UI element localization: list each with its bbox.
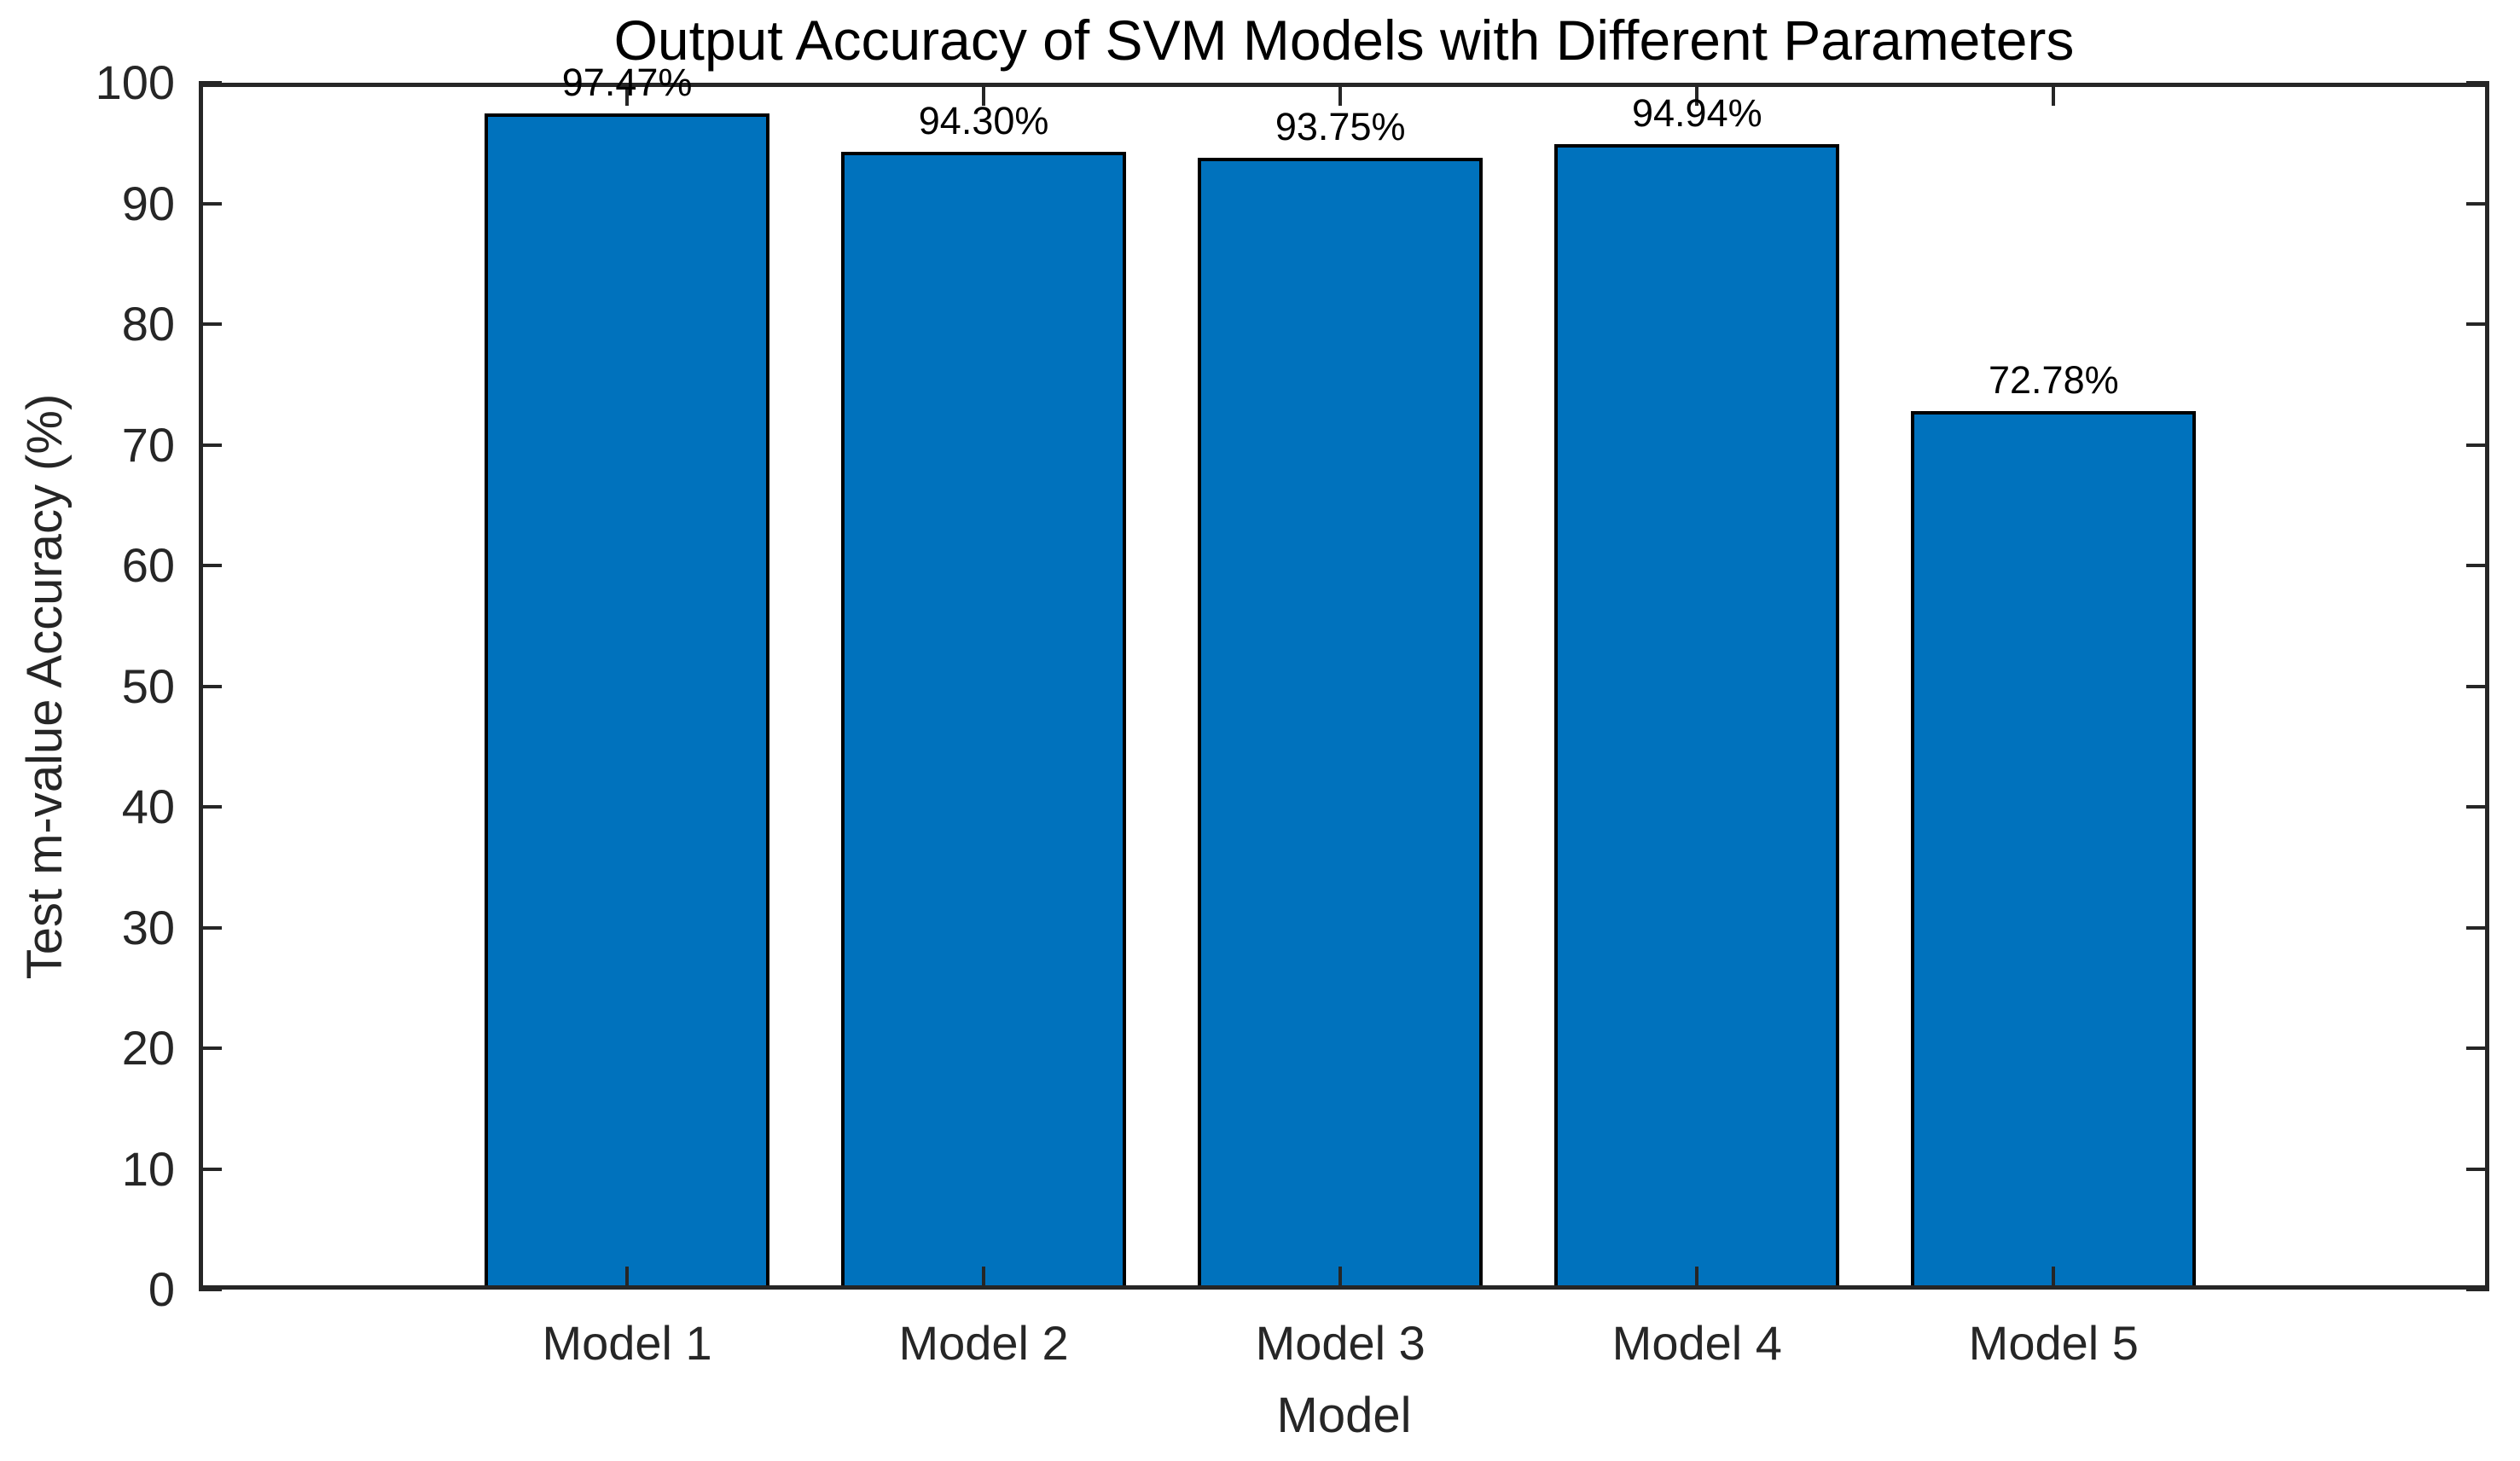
x-tick-top — [2052, 83, 2056, 106]
y-tick-label-20: 20 — [121, 1021, 175, 1075]
y-tick-right — [2466, 684, 2489, 688]
x-tick-bottom — [1695, 1267, 1699, 1290]
y-tick-label-60: 60 — [121, 538, 175, 592]
x-tick-top — [982, 83, 986, 106]
y-tick-right — [2466, 443, 2489, 447]
y-tick-label-10: 10 — [121, 1141, 175, 1196]
y-tick-left — [199, 1167, 222, 1171]
x-tick-bottom — [1338, 1267, 1343, 1290]
x-tick-top — [1338, 83, 1343, 106]
y-tick-left — [199, 443, 222, 447]
x-tick-label-model-5: Model 5 — [1968, 1316, 2139, 1370]
y-tick-left — [199, 925, 222, 930]
x-tick-label-model-1: Model 1 — [542, 1316, 712, 1370]
bar-value-label-model-2: 94.30% — [918, 98, 1049, 142]
y-tick-label-0: 0 — [148, 1262, 175, 1316]
y-tick-right — [2466, 925, 2489, 930]
bar-model-4 — [1554, 143, 1840, 1290]
y-tick-label-80: 80 — [121, 297, 175, 351]
bar-value-label-model-5: 72.78% — [1988, 358, 2119, 403]
chart-title: Output Accuracy of SVM Models with Diffe… — [613, 9, 2075, 72]
y-tick-right — [2466, 322, 2489, 326]
x-tick-top — [625, 83, 630, 106]
bar-value-label-model-1: 97.47% — [561, 60, 693, 104]
y-tick-left — [199, 684, 222, 688]
y-tick-right — [2466, 1046, 2489, 1050]
y-tick-right — [2466, 201, 2489, 206]
y-tick-label-30: 30 — [121, 900, 175, 954]
y-tick-right — [2466, 564, 2489, 567]
y-tick-left — [199, 564, 222, 567]
y-tick-left — [199, 201, 222, 206]
y-tick-right — [2466, 1288, 2489, 1291]
bar-model-3 — [1198, 158, 1484, 1290]
y-tick-left — [199, 81, 222, 84]
x-tick-label-model-4: Model 4 — [1611, 1316, 1782, 1370]
y-tick-label-90: 90 — [121, 176, 175, 230]
x-tick-top — [1695, 83, 1699, 106]
bar-model-2 — [841, 151, 1127, 1290]
y-tick-label-40: 40 — [121, 780, 175, 833]
bar-model-1 — [485, 113, 770, 1290]
x-axis-label: Model — [1276, 1388, 1412, 1443]
bar-model-5 — [1911, 411, 2197, 1290]
y-tick-right — [2466, 1167, 2489, 1171]
bar-value-label-model-4: 94.94% — [1631, 90, 1762, 135]
x-tick-label-model-2: Model 2 — [898, 1316, 1069, 1370]
axis-bottom-line — [199, 1285, 2489, 1290]
x-tick-bottom — [2052, 1267, 2056, 1290]
y-tick-left — [199, 1288, 222, 1291]
y-tick-label-100: 100 — [95, 55, 175, 109]
x-tick-label-model-3: Model 3 — [1255, 1316, 1425, 1370]
y-tick-left — [199, 1046, 222, 1050]
y-tick-right — [2466, 805, 2489, 809]
plot-area: 97.47% 94.30% 93.75% 94.94% 72.78% — [199, 63, 2489, 1291]
x-tick-bottom — [625, 1267, 630, 1290]
y-tick-right — [2466, 81, 2489, 84]
bar-value-label-model-3: 93.75% — [1275, 105, 1406, 149]
y-tick-left — [199, 322, 222, 326]
y-tick-label-50: 50 — [121, 658, 175, 713]
x-tick-bottom — [982, 1267, 986, 1290]
y-tick-label-70: 70 — [121, 417, 175, 472]
y-tick-left — [199, 805, 222, 809]
axis-top-line — [199, 83, 2489, 87]
